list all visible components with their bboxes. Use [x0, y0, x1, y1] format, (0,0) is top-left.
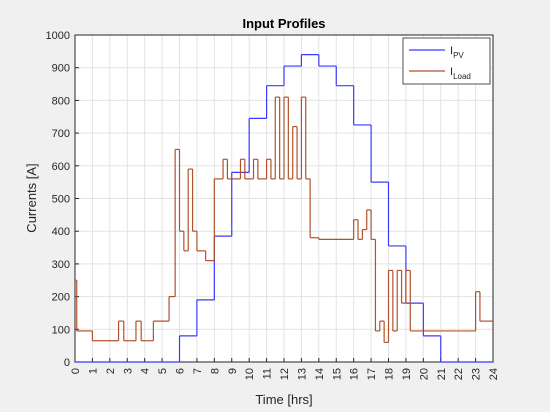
legend-label: IPV	[450, 45, 464, 60]
legend-label: ILoad	[450, 66, 471, 81]
x-tick-label: 23	[471, 368, 483, 380]
x-tick-label: 11	[262, 368, 274, 379]
x-tick-label: 10	[244, 368, 256, 380]
y-tick-label: 0	[64, 357, 70, 369]
chart-title: Input Profiles	[242, 16, 325, 31]
x-tick-label: 8	[209, 368, 221, 374]
x-tick-label: 1	[87, 368, 99, 374]
y-tick-label: 400	[52, 226, 70, 238]
x-tick-label: 7	[192, 368, 204, 374]
x-tick-label: 21	[436, 368, 448, 380]
x-tick-label: 0	[70, 368, 82, 374]
legend-box	[402, 37, 491, 85]
x-tick-label: 15	[331, 368, 343, 380]
x-tick-label: 2	[105, 368, 117, 374]
y-axis-label: Currents [A]	[24, 163, 39, 232]
x-tick-label: 6	[175, 368, 187, 374]
x-tick-label: 19	[401, 368, 413, 380]
y-tick-label: 800	[52, 95, 70, 107]
x-tick-label: 3	[122, 368, 134, 374]
x-tick-label: 14	[314, 368, 326, 380]
y-tick-label: 200	[52, 292, 70, 304]
x-tick-label: 5	[157, 368, 169, 374]
x-tick-label: 22	[453, 368, 465, 380]
x-tick-label: 13	[296, 368, 308, 380]
y-tick-label: 900	[52, 63, 70, 75]
y-tick-label: 600	[52, 161, 70, 173]
x-tick-label: 9	[227, 368, 239, 374]
y-tick-label: 300	[52, 259, 70, 271]
x-tick-label: 18	[384, 368, 396, 380]
axes-box	[74, 34, 494, 363]
y-tick-label: 500	[52, 194, 70, 206]
x-axis-label: Time [hrs]	[255, 392, 312, 407]
x-tick-label: 17	[366, 368, 378, 380]
y-tick-label: 1000	[46, 30, 70, 42]
x-tick-label: 24	[488, 368, 500, 380]
x-tick-label: 12	[279, 368, 291, 380]
x-tick-label: 20	[418, 368, 430, 380]
y-tick-label: 100	[52, 324, 70, 336]
x-tick-label: 4	[140, 368, 152, 374]
x-tick-label: 16	[349, 368, 361, 380]
y-tick-label: 700	[52, 128, 70, 140]
